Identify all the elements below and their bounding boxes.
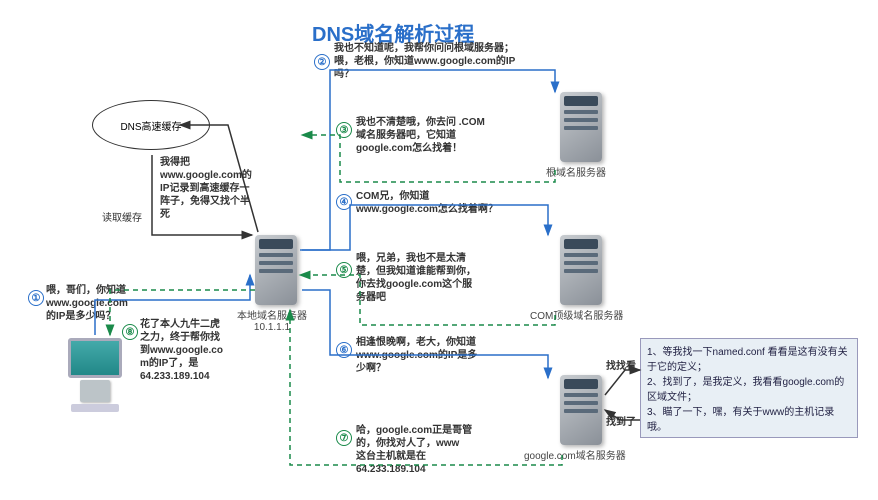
server-icon bbox=[255, 235, 297, 305]
step-8-text: 花了本人九牛二虎 之力，终于帮你找 到www.google.co m的IP了，是… bbox=[140, 318, 223, 383]
step-6-badge: ⑥ bbox=[336, 342, 352, 358]
step-7-text: 哈，google.com正是哥管 的，你找对人了，www 这台主机就是在 64.… bbox=[356, 424, 472, 476]
dns-cache-label: DNS高速缓存 bbox=[120, 118, 181, 133]
root-server-label: 根域名服务器 bbox=[546, 164, 606, 179]
keyboard-icon bbox=[71, 404, 119, 412]
step-5-badge: ⑤ bbox=[336, 262, 352, 278]
monitor-icon bbox=[68, 338, 122, 378]
pc-base-icon bbox=[80, 380, 110, 402]
find-label-1: 找找看 bbox=[606, 360, 636, 373]
step-4-badge: ④ bbox=[336, 194, 352, 210]
server-icon bbox=[560, 92, 602, 162]
cache-write-note: 我得把 www.google.com的 IP记录到高速缓存一 阵子，免得又找个半… bbox=[160, 156, 252, 221]
step-1-badge: ① bbox=[28, 290, 44, 306]
step-7-badge: ⑦ bbox=[336, 430, 352, 446]
local-dns-server: 本地域名服务器10.1.1.1 bbox=[255, 235, 307, 333]
auth-server-note: 1、等我找一下named.conf 看看是这有没有关于它的定义； 2、找到了，是… bbox=[640, 338, 858, 438]
server-icon bbox=[560, 235, 602, 305]
dns-cache-ellipse: DNS高速缓存 bbox=[92, 100, 210, 150]
note-line-1: 1、等我找一下named.conf 看看是这有没有关于它的定义； bbox=[647, 345, 851, 375]
read-cache-label: 读取缓存 bbox=[102, 212, 142, 225]
client-pc bbox=[68, 338, 122, 412]
com-server-label: COM顶级域名服务器 bbox=[530, 307, 623, 322]
step-3-text: 我也不清楚哦，你去问 .COM 域名服务器吧，它知道 google.com怎么找… bbox=[356, 116, 485, 155]
step-4-text: COM兄，你知道 www.google.com怎么找着啊？ bbox=[356, 190, 498, 216]
server-icon bbox=[560, 375, 602, 445]
com-dns-server: COM顶级域名服务器 bbox=[560, 235, 623, 322]
note-line-2: 2、找到了，是我定义，我看看google.com的区域文件； bbox=[647, 375, 851, 405]
step-2-text: 我也不知道呢，我帮你问问根域服务器； 喂，老根，你知道www.google.co… bbox=[334, 42, 515, 81]
find-label-2: 找到了 bbox=[606, 416, 636, 429]
step-5-text: 喂，兄弟，我也不是太清 楚，但我知道谁能帮到你， 你去找google.com这个… bbox=[356, 252, 476, 304]
step-1-text: 喂，哥们，你知道 www.google.com 的IP是多少吗？ bbox=[46, 284, 128, 323]
step-8-badge: ⑧ bbox=[122, 324, 138, 340]
step-3-badge: ③ bbox=[336, 122, 352, 138]
root-dns-server: 根域名服务器 bbox=[560, 92, 606, 179]
step-6-text: 相逢恨晚啊，老大，你知道 www.google.com的IP是多 少啊？ bbox=[356, 336, 477, 375]
local-server-label: 本地域名服务器10.1.1.1 bbox=[237, 307, 307, 333]
step-2-badge: ② bbox=[314, 54, 330, 70]
note-line-3: 3、瞄了一下，嘿，有关于www的主机记录哦。 bbox=[647, 405, 851, 435]
auth-server-label: google.com域名服务器 bbox=[524, 447, 626, 462]
